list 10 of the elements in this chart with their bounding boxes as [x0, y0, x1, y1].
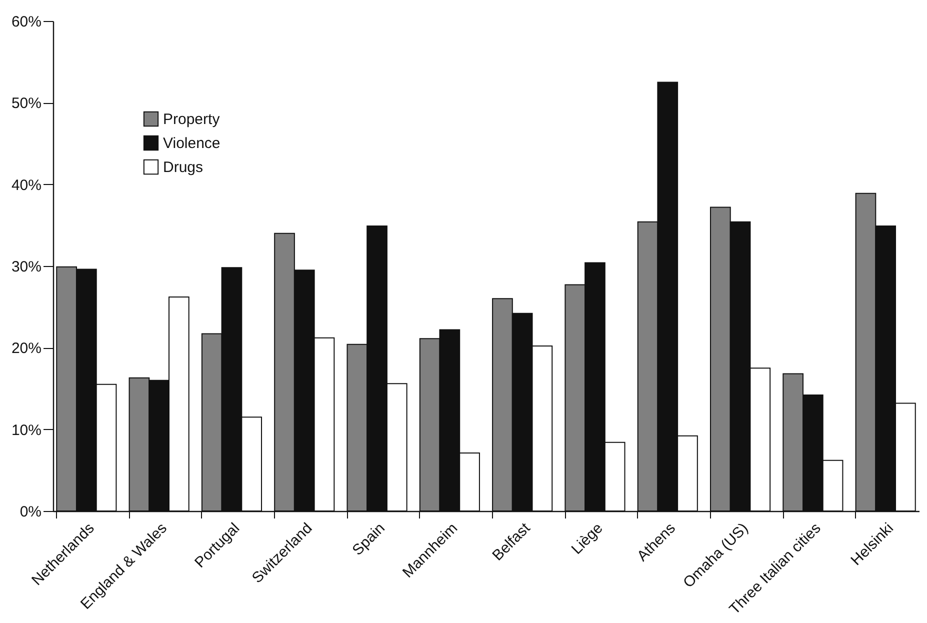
y-tick-label: 20%: [11, 340, 42, 358]
y-tick-label: 10%: [11, 422, 42, 439]
legend-label: Property: [163, 111, 220, 128]
y-tick-label: 50%: [11, 95, 42, 112]
y-tick-label: 60%: [11, 14, 42, 30]
y-tick-label: 30%: [11, 258, 42, 276]
legend-label: Violence: [163, 135, 220, 152]
legend-label: Drugs: [163, 159, 204, 176]
y-tick-label: 0%: [20, 504, 42, 520]
y-tick-label: 40%: [11, 176, 42, 194]
